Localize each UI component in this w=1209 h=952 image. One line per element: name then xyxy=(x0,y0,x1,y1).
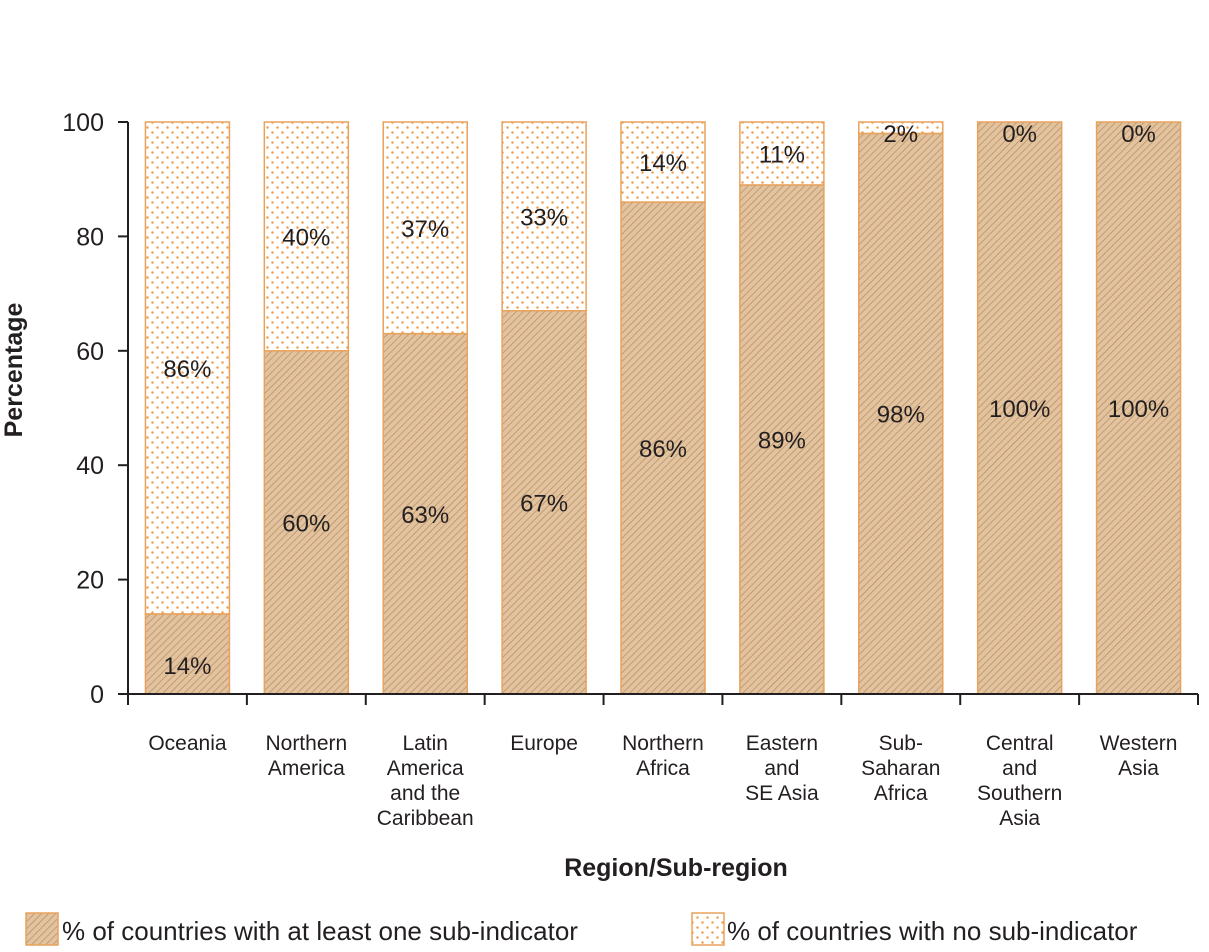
data-label-no-sub-indicator-5: 11% xyxy=(759,141,805,168)
category-label-8: Western Asia xyxy=(1100,732,1178,780)
y-tick-label-60: 60 xyxy=(76,338,104,366)
data-label-no-sub-indicator-1: 40% xyxy=(282,224,330,251)
y-axis: 0 20 40 60 80 100 xyxy=(62,109,129,709)
y-axis-title: Percentage xyxy=(0,303,28,438)
bar-at-least-one-8 xyxy=(1095,121,1182,695)
data-label-at-least-one-2: 63% xyxy=(401,502,449,529)
bar-no-sub-indicator-2 xyxy=(382,121,468,335)
data-label-no-sub-indicator-8: 0% xyxy=(1121,121,1156,148)
bar-no-sub-indicator-1 xyxy=(263,121,350,352)
data-label-no-sub-indicator-0: 86% xyxy=(163,356,211,383)
category-label-2: Latin America and the Caribbean xyxy=(377,732,474,830)
bar-at-least-one-0 xyxy=(144,613,231,695)
bar-no-sub-indicator-0 xyxy=(144,121,231,615)
legend: % of countries with at least one sub-ind… xyxy=(25,912,1138,946)
data-labels: 14% 86% 60% 40% 63% 37% 67% 33% 86% 14% 89% 11% 98% 2… xyxy=(163,121,1169,680)
x-axis: Oceania Northern America Latin America and th… xyxy=(127,693,1199,830)
bar-at-least-one-7 xyxy=(976,121,1063,695)
category-label-5: Eastern and SE Asia xyxy=(745,732,819,805)
legend-swatch-dots xyxy=(691,912,725,946)
data-label-no-sub-indicator-3: 33% xyxy=(520,204,568,231)
bar-no-sub-indicator-3 xyxy=(501,121,587,312)
data-label-at-least-one-1: 60% xyxy=(282,510,330,537)
data-label-at-least-one-4: 86% xyxy=(639,436,687,463)
y-tick-label-40: 40 xyxy=(76,452,104,480)
category-label-3: Europe xyxy=(510,732,578,755)
category-label-1: Northern America xyxy=(265,732,347,780)
x-axis-title: Region/Sub-region xyxy=(564,854,788,882)
bar-no-sub-indicator-4 xyxy=(620,121,706,203)
legend-swatch-hatch xyxy=(25,912,59,946)
y-ticks: 0 20 40 60 80 100 xyxy=(62,109,128,709)
category-label-7: Central and Southern Asia xyxy=(977,732,1062,830)
data-label-no-sub-indicator-7: 0% xyxy=(1002,121,1037,148)
legend-label-at-least-one: % of countries with at least one sub-ind… xyxy=(62,916,578,946)
x-ticks xyxy=(127,694,1199,705)
data-label-at-least-one-8: 100% xyxy=(1108,396,1169,423)
data-label-at-least-one-0: 14% xyxy=(163,653,211,680)
legend-label-no-sub-indicator: % of countries with no sub-indicator xyxy=(727,916,1138,946)
data-label-at-least-one-7: 100% xyxy=(989,396,1050,423)
y-tick-label-0: 0 xyxy=(90,681,104,709)
data-label-at-least-one-6: 98% xyxy=(877,402,925,429)
bar-at-least-one-2 xyxy=(382,332,468,695)
y-tick-label-20: 20 xyxy=(76,567,104,595)
x-labels: Oceania Northern America Latin America and th… xyxy=(148,732,1177,830)
data-label-at-least-one-3: 67% xyxy=(520,490,568,517)
data-label-no-sub-indicator-6: 2% xyxy=(883,121,918,148)
bar-no-sub-indicator-6 xyxy=(858,121,944,135)
y-tick-label-80: 80 xyxy=(76,223,104,251)
bar-at-least-one-5 xyxy=(739,184,825,695)
data-label-at-least-one-5: 89% xyxy=(758,427,806,454)
category-label-6: Sub-Saharan Africa xyxy=(861,732,940,805)
category-label-4: Northern Africa xyxy=(622,732,704,780)
bars xyxy=(144,121,1182,695)
category-label-0: Oceania xyxy=(148,732,227,755)
y-tick-label-100: 100 xyxy=(62,109,104,137)
data-label-no-sub-indicator-4: 14% xyxy=(639,150,687,177)
data-label-no-sub-indicator-2: 37% xyxy=(401,216,449,243)
bar-no-sub-indicator-5 xyxy=(739,121,825,186)
bar-at-least-one-6 xyxy=(858,132,944,695)
